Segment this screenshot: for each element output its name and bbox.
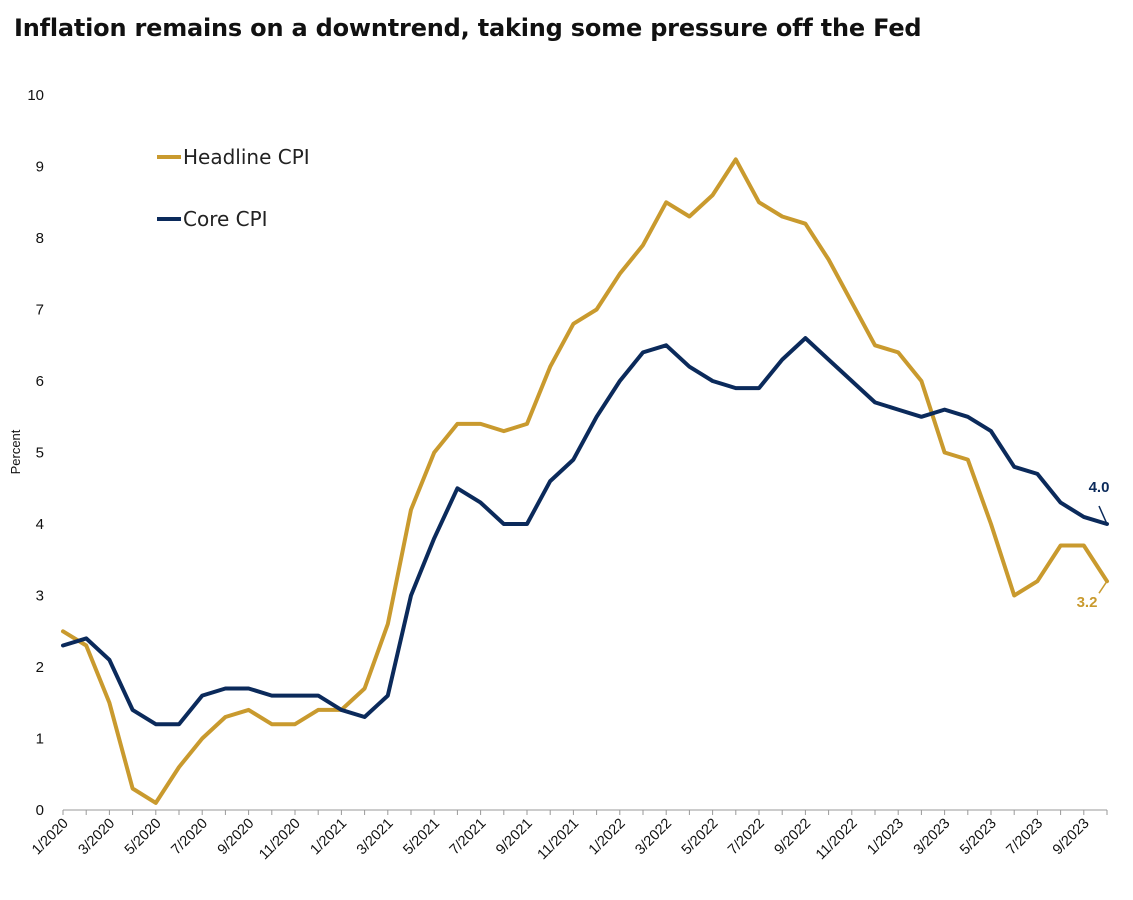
- x-tick-label: 1/2021: [308, 816, 351, 859]
- y-tick-label: 1: [36, 731, 44, 748]
- series-line-headline-cpi: [61, 157, 1109, 805]
- y-tick-label: 4: [36, 516, 44, 533]
- x-tick-label: 3/2022: [632, 816, 675, 859]
- end-value-label: 3.2: [1077, 594, 1098, 611]
- x-tick-label: 3/2021: [354, 816, 397, 859]
- end-label-leader: [1098, 505, 1108, 525]
- x-tick-label: 11/2021: [535, 816, 583, 864]
- y-tick-label: 8: [36, 230, 44, 247]
- x-tick-label: 1/2022: [586, 816, 629, 859]
- legend-label: Headline CPI: [183, 145, 310, 169]
- chart-title: Inflation remains on a downtrend, taking…: [14, 14, 922, 42]
- x-tick-label: 7/2020: [168, 816, 211, 859]
- x-tick-label: 5/2021: [400, 816, 443, 859]
- x-tick-label: 7/2023: [1004, 816, 1047, 859]
- legend: Headline CPI Core CPI: [157, 145, 310, 231]
- y-tick-label: 10: [27, 87, 44, 104]
- y-tick-label: 7: [36, 302, 44, 319]
- y-tick-label: 9: [36, 159, 44, 176]
- x-tick-label: 9/2021: [493, 816, 536, 859]
- end-value-label: 4.0: [1089, 479, 1110, 496]
- end-label-leader: [1098, 580, 1108, 594]
- y-tick-label: 5: [36, 445, 44, 462]
- x-tick-label: 7/2022: [725, 816, 768, 859]
- x-tick-label: 11/2020: [256, 816, 304, 864]
- x-tick-label: 9/2020: [215, 816, 258, 859]
- y-tick-label: 2: [36, 659, 44, 676]
- x-tick-label: 5/2020: [122, 816, 165, 859]
- x-tick-label: 11/2022: [813, 816, 861, 864]
- x-tick-label: 9/2022: [772, 816, 815, 859]
- y-tick-label: 3: [36, 588, 44, 605]
- x-tick-label: 3/2020: [76, 816, 119, 859]
- x-tick-label: 3/2023: [911, 816, 954, 859]
- end-labels: 3.2 4.0: [1077, 479, 1110, 611]
- x-tick-label: 1/2023: [864, 816, 907, 859]
- series-line-core-cpi: [61, 336, 1109, 727]
- x-tick-label: 1/2020: [29, 816, 72, 859]
- y-axis-label: Percent: [8, 429, 23, 474]
- x-tick-label: 5/2022: [679, 816, 722, 859]
- series-lines: [61, 157, 1109, 805]
- x-tick-label: 5/2023: [957, 816, 1000, 859]
- y-axis-ticks: 0 1 2 3 4 5 6 7 8 9 10: [27, 87, 44, 819]
- y-tick-label: 6: [36, 373, 44, 390]
- y-tick-label: 0: [36, 802, 44, 819]
- x-tick-label: 9/2023: [1050, 816, 1093, 859]
- x-tick-label: 7/2021: [447, 816, 490, 859]
- legend-label: Core CPI: [183, 207, 268, 231]
